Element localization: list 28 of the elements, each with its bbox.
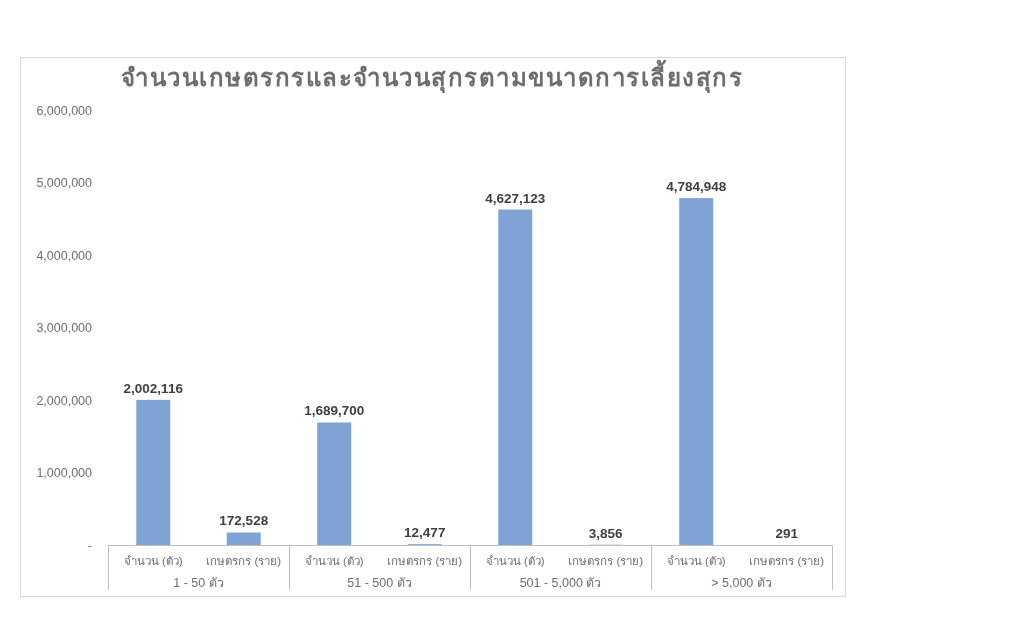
y-tick-label: 4,000,000 bbox=[36, 248, 93, 263]
text: 1 - 50 ตัว bbox=[173, 576, 224, 590]
data-label: 2,002,116 bbox=[123, 380, 184, 396]
y-tick-label: 6,000,000 bbox=[36, 103, 93, 118]
x-tick-label: เกษตรกร (ราย) bbox=[387, 555, 463, 567]
y-tick-label: - bbox=[87, 538, 92, 553]
data-label: 4,627,123 bbox=[485, 190, 546, 206]
y-tick-label: 3,000,000 bbox=[36, 321, 93, 335]
data-label: 1,689,700 bbox=[304, 403, 365, 419]
text: 501 - 5,000 ตัว bbox=[519, 576, 602, 590]
x-tick-label: เกษตรกร (ราย) bbox=[206, 555, 282, 567]
x-tick-label: เกษตรกร (ราย) bbox=[568, 555, 644, 567]
text: > 5,000 ตัว bbox=[711, 576, 772, 590]
x-tick-label: จำนวน (ตัว) bbox=[304, 555, 364, 567]
data-label: 172,528 bbox=[219, 513, 269, 529]
x-tick-label: จำนวน (ตัว) bbox=[666, 555, 726, 567]
x-tick-label: เกษตรกร (ราย) bbox=[749, 555, 825, 567]
data-label: 291 bbox=[775, 525, 799, 541]
text: 51 - 500 ตัว bbox=[347, 576, 412, 590]
data-label: 3,856 bbox=[588, 525, 624, 541]
y-tick-label: 2,000,000 bbox=[36, 393, 93, 408]
title: จำนวนเกษตรกรและจำนวนสุกรตามขนาดการเลี้ยงสุกร bbox=[119, 57, 745, 99]
data-label: 4,784,948 bbox=[666, 179, 727, 195]
y-tick-label: 5,000,000 bbox=[36, 176, 93, 190]
data-label: 12,477 bbox=[404, 525, 446, 541]
x-tick-label: จำนวน (ตัว) bbox=[123, 555, 183, 567]
y-tick-label: 1,000,000 bbox=[36, 466, 93, 480]
x-tick-label: จำนวน (ตัว) bbox=[485, 555, 545, 567]
